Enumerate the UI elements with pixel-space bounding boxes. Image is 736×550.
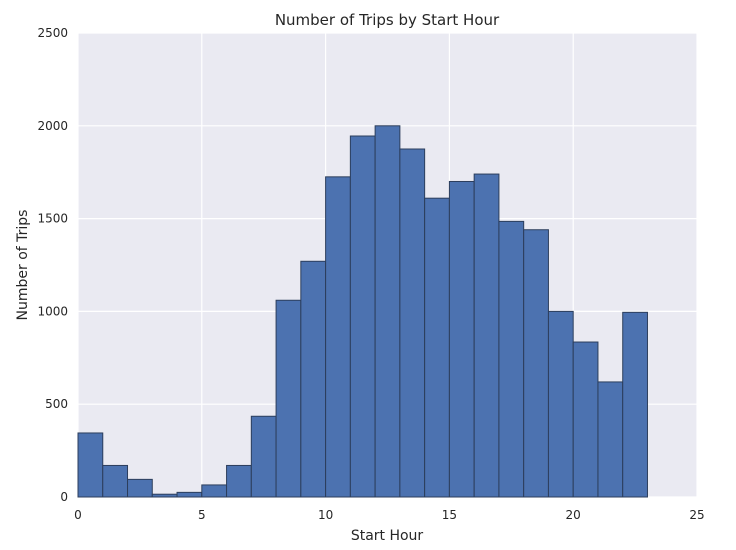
x-tick-label: 5 xyxy=(198,508,206,522)
x-tick-label: 10 xyxy=(318,508,333,522)
bar xyxy=(102,464,129,498)
x-axis-ticks: 0 5 10 15 20 25 xyxy=(74,508,704,522)
bar xyxy=(151,493,178,498)
bar xyxy=(349,135,376,498)
bar xyxy=(201,484,228,498)
y-axis-label: Number of Trips xyxy=(15,210,31,321)
bar xyxy=(176,491,203,498)
bar xyxy=(325,176,351,498)
bar xyxy=(448,180,475,498)
chart-title: Number of Trips by Start Hour xyxy=(275,11,500,29)
bar xyxy=(250,415,277,498)
bars xyxy=(77,125,648,498)
bar xyxy=(300,260,327,498)
y-axis-ticks: 0 500 1000 1500 2000 2500 xyxy=(37,26,68,504)
bar xyxy=(523,229,549,498)
y-tick-label: 2500 xyxy=(37,26,68,40)
bar xyxy=(622,311,648,498)
bar xyxy=(498,220,525,498)
x-tick-label: 0 xyxy=(74,508,82,522)
y-tick-label: 0 xyxy=(60,490,68,504)
bar xyxy=(547,310,574,498)
bar xyxy=(597,381,624,498)
bar xyxy=(374,125,401,498)
y-tick-label: 500 xyxy=(45,397,68,411)
bar xyxy=(275,299,302,498)
bar xyxy=(127,478,153,498)
bar xyxy=(572,341,599,498)
y-tick-label: 2000 xyxy=(37,119,68,133)
y-tick-label: 1500 xyxy=(37,212,68,226)
y-tick-label: 1000 xyxy=(37,304,68,318)
bar xyxy=(77,432,104,498)
x-tick-label: 15 xyxy=(442,508,457,522)
bar xyxy=(473,173,500,498)
bar xyxy=(226,464,252,498)
bar xyxy=(424,197,450,498)
bar xyxy=(399,148,426,498)
x-tick-label: 25 xyxy=(689,508,704,522)
x-axis-label: Start Hour xyxy=(351,528,424,544)
x-tick-label: 20 xyxy=(566,508,581,522)
